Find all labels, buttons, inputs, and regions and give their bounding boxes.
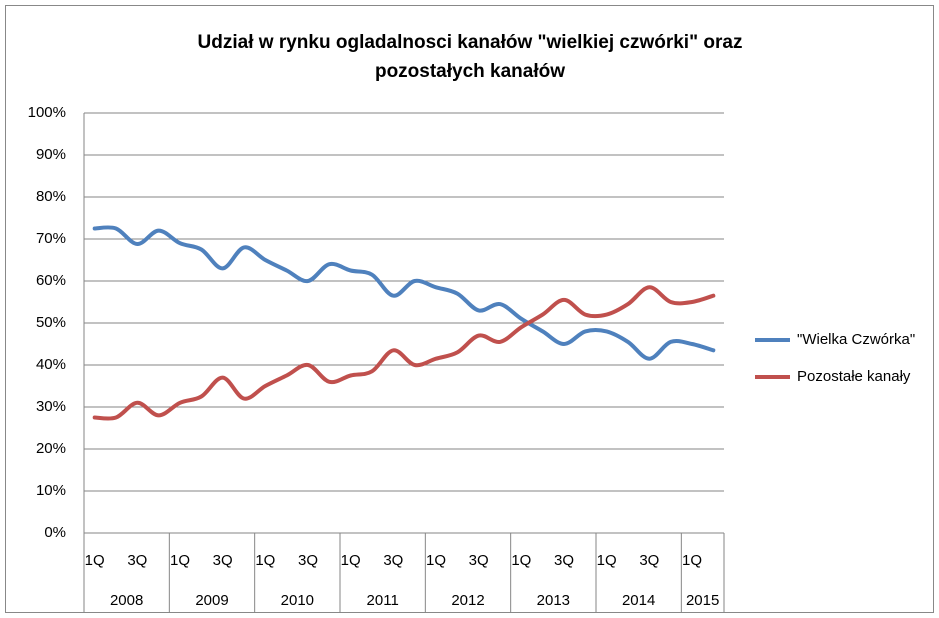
x-tick-label: 3Q <box>554 552 574 569</box>
y-tick-label: 90% <box>36 146 66 163</box>
y-tick-label: 0% <box>44 524 66 541</box>
year-label: 2012 <box>451 592 484 609</box>
y-tick-label: 80% <box>36 188 66 205</box>
legend-label: "Wielka Czwórka" <box>797 331 915 348</box>
x-tick-label: 1Q <box>511 552 531 569</box>
y-tick-label: 10% <box>36 482 66 499</box>
legend-label: Pozostałe kanały <box>797 368 911 385</box>
chart-border <box>5 5 934 613</box>
year-label: 2008 <box>110 592 143 609</box>
y-tick-label: 70% <box>36 230 66 247</box>
y-tick-label: 40% <box>36 356 66 373</box>
year-label: 2014 <box>622 592 655 609</box>
x-tick-label: 1Q <box>255 552 275 569</box>
year-label: 2010 <box>281 592 314 609</box>
x-tick-label: 1Q <box>682 552 702 569</box>
series-line <box>92 285 716 421</box>
x-tick-label: 1Q <box>341 552 361 569</box>
y-tick-label: 50% <box>36 314 66 331</box>
y-tick-label: 20% <box>36 440 66 457</box>
year-label: 2011 <box>367 592 399 609</box>
year-label: 2013 <box>537 592 570 609</box>
x-tick-label: 3Q <box>298 552 318 569</box>
x-tick-label: 3Q <box>213 552 233 569</box>
x-tick-label: 1Q <box>170 552 190 569</box>
x-tick-label: 1Q <box>597 552 617 569</box>
y-tick-label: 60% <box>36 272 66 289</box>
y-tick-label: 100% <box>28 104 66 121</box>
x-tick-label: 3Q <box>639 552 659 569</box>
year-label: 2009 <box>195 592 228 609</box>
chart-title: Udział w rynku ogladalnosci kanałów "wie… <box>197 32 743 82</box>
x-tick-label: 1Q <box>426 552 446 569</box>
series-line <box>92 225 716 361</box>
x-tick-label: 3Q <box>469 552 489 569</box>
x-tick-label: 3Q <box>127 552 147 569</box>
x-tick-label: 1Q <box>85 552 105 569</box>
y-tick-label: 30% <box>36 398 66 415</box>
x-tick-label: 3Q <box>383 552 403 569</box>
year-label: 2015 <box>686 592 719 609</box>
